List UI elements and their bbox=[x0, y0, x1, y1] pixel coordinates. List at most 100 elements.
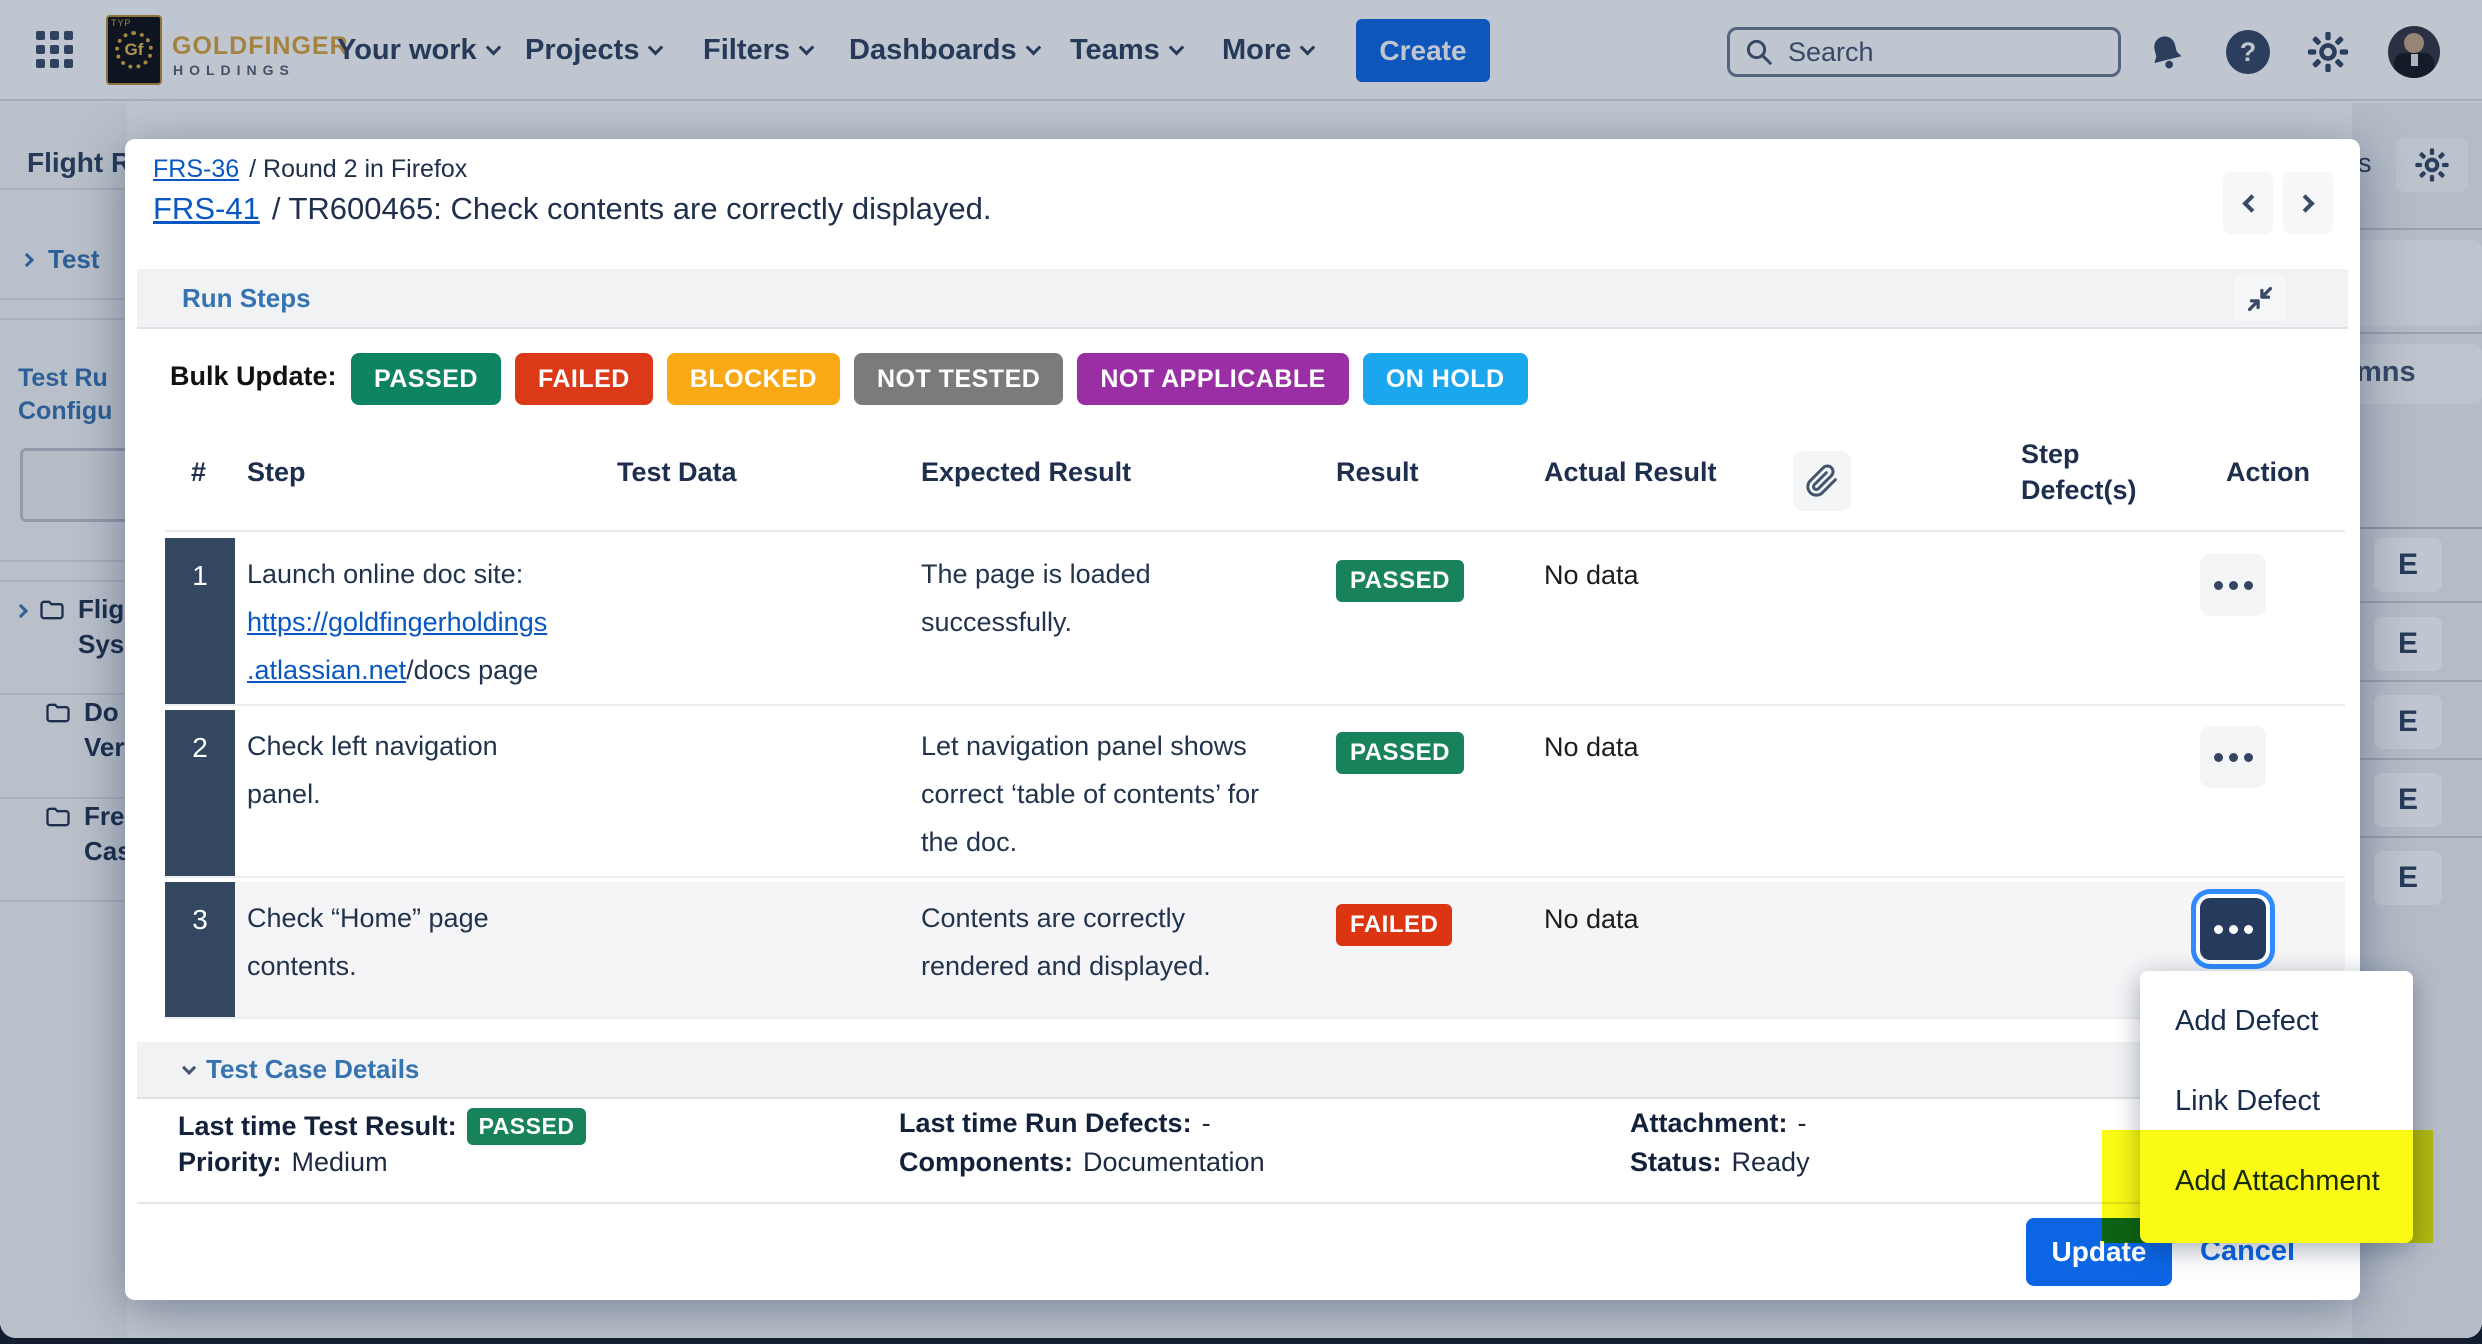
background-page-title: Flight R bbox=[27, 147, 132, 178]
run-steps-header-bar: Run Steps bbox=[137, 269, 2348, 329]
next-test-button[interactable] bbox=[2283, 172, 2333, 234]
last-result-badge: PASSED bbox=[466, 1108, 587, 1145]
user-avatar[interactable] bbox=[2388, 26, 2440, 78]
step-text: Check “Home” page contents. bbox=[247, 903, 489, 981]
nav-projects[interactable]: Projects bbox=[525, 34, 664, 67]
step-row-2: 2 Check left navigation panel. Let naviga… bbox=[165, 710, 2345, 878]
test-case-details-bar: Test Case Details bbox=[137, 1042, 2348, 1099]
bulk-on-hold-button[interactable]: ON HOLD bbox=[1362, 353, 1528, 405]
breadcrumb-link-frs36[interactable]: FRS-36 bbox=[153, 155, 240, 183]
run-defects-field: Last time Run Defects: - bbox=[899, 1108, 1211, 1138]
paperclip-icon bbox=[1806, 464, 1837, 497]
background-section-test[interactable]: Test bbox=[19, 244, 100, 275]
bulk-passed-button[interactable]: PASSED bbox=[351, 353, 501, 405]
execute-cell[interactable]: E bbox=[2374, 773, 2442, 827]
help-icon[interactable]: ? bbox=[2224, 28, 2272, 76]
company-logo[interactable]: TYP Gf bbox=[106, 15, 162, 85]
search-icon bbox=[1746, 39, 1772, 65]
attachment-field: Attachment: - bbox=[1630, 1108, 1807, 1138]
column-header-actual-result: Actual Result bbox=[1544, 457, 1717, 487]
bulk-update-buttons: PASSED FAILED BLOCKED NOT TESTED NOT APP… bbox=[351, 353, 1528, 405]
logo-title: GOLDFINGER bbox=[172, 32, 349, 60]
bulk-not-applicable-button[interactable]: NOT APPLICABLE bbox=[1077, 353, 1349, 405]
nav-dashboards[interactable]: Dashboards bbox=[849, 34, 1041, 67]
menu-item-add-attachment[interactable]: Add Attachment bbox=[2175, 1164, 2380, 1197]
menu-item-add-defect[interactable]: Add Defect bbox=[2175, 1004, 2319, 1037]
actual-result-value: No data bbox=[1544, 732, 1639, 762]
create-button[interactable]: Create bbox=[1356, 19, 1490, 82]
bulk-update-label: Bulk Update: bbox=[170, 361, 337, 391]
app-switcher-icon[interactable] bbox=[36, 31, 76, 71]
background-columns-label-fragment: mns bbox=[2356, 356, 2416, 388]
row-action-menu-button[interactable] bbox=[2200, 726, 2266, 788]
breadcrumb-link-frs41[interactable]: FRS-41 bbox=[153, 191, 260, 226]
doc-site-link[interactable]: https://goldfingerholdings bbox=[247, 607, 548, 637]
run-steps-title: Run Steps bbox=[182, 283, 311, 313]
background-panel-title: Test Ru Configu bbox=[18, 364, 113, 425]
menu-item-link-defect[interactable]: Link Defect bbox=[2175, 1084, 2321, 1117]
column-header-step-defects-2: Defect(s) bbox=[2021, 475, 2137, 505]
column-header-action: Action bbox=[2226, 457, 2310, 487]
result-badge: FAILED bbox=[1336, 904, 1453, 946]
folder-icon bbox=[46, 703, 70, 723]
nav-filters[interactable]: Filters bbox=[703, 34, 815, 67]
search-box[interactable] bbox=[1727, 27, 2121, 77]
step-text: Launch online doc site: https://goldfing… bbox=[247, 559, 548, 685]
result-badge: PASSED bbox=[1336, 732, 1464, 774]
footer-divider bbox=[137, 1202, 2348, 1204]
step-row-1: 1 Launch online doc site: https://goldfi… bbox=[165, 538, 2345, 706]
notifications-bell-icon[interactable] bbox=[2142, 28, 2190, 76]
result-badge: PASSED bbox=[1336, 560, 1464, 602]
folder-item-doc-version[interactable]: Do Ver bbox=[44, 695, 125, 765]
step-number: 3 bbox=[165, 882, 235, 1017]
chevron-left-icon bbox=[2241, 193, 2261, 213]
page-title: FRS-41 / TR600465: Check contents are co… bbox=[153, 191, 992, 226]
collapse-icon[interactable] bbox=[2234, 277, 2286, 321]
doc-site-link[interactable]: .atlassian.net bbox=[247, 655, 407, 685]
background-button-fragment bbox=[2352, 240, 2482, 326]
test-case-details-toggle[interactable]: Test Case Details bbox=[182, 1054, 419, 1085]
folder-item-free-cases[interactable]: Fre Cas bbox=[44, 799, 132, 869]
nav-your-work[interactable]: Your work bbox=[337, 34, 501, 67]
chevron-right-icon bbox=[2295, 193, 2315, 213]
nav-teams[interactable]: Teams bbox=[1070, 34, 1185, 67]
row-action-menu-button-active[interactable] bbox=[2200, 898, 2266, 960]
status-field: Status: Ready bbox=[1630, 1147, 1810, 1177]
step-number: 2 bbox=[165, 710, 235, 876]
nav-more[interactable]: More bbox=[1222, 34, 1316, 67]
execute-cell[interactable]: E bbox=[2374, 538, 2442, 592]
execute-cell[interactable]: E bbox=[2374, 617, 2442, 671]
attachment-column-header bbox=[1793, 451, 1851, 511]
test-run-modal: FRS-36 / Round 2 in Firefox FRS-41 / TR6… bbox=[125, 139, 2360, 1300]
logo-tiny-text: TYP bbox=[111, 18, 132, 28]
top-navigation-bar: TYP Gf GOLDFINGER HOLDINGS Your work Pro… bbox=[0, 0, 2482, 101]
components-field: Components: Documentation bbox=[899, 1147, 1265, 1177]
search-input[interactable] bbox=[1786, 35, 2076, 69]
last-test-result-field: Last time Test Result: PASSED bbox=[178, 1108, 587, 1145]
folder-item-flight-system[interactable]: Flig Sys bbox=[13, 592, 124, 662]
column-header-step-defects: Step bbox=[2021, 439, 2080, 469]
bulk-blocked-button[interactable]: BLOCKED bbox=[666, 353, 840, 405]
previous-test-button[interactable] bbox=[2223, 172, 2273, 234]
background-columns-button[interactable] bbox=[2342, 344, 2482, 404]
settings-gear-icon[interactable] bbox=[2304, 28, 2352, 76]
column-header-test-data: Test Data bbox=[617, 457, 737, 487]
step-number: 1 bbox=[165, 538, 235, 704]
breadcrumb: FRS-36 / Round 2 in Firefox bbox=[153, 155, 468, 183]
actual-result-value: No data bbox=[1544, 904, 1639, 934]
column-header-result: Result bbox=[1336, 457, 1419, 487]
folder-icon bbox=[40, 600, 64, 620]
execute-cell[interactable]: E bbox=[2374, 851, 2442, 905]
execute-cell[interactable]: E bbox=[2374, 695, 2442, 749]
background-settings-button[interactable] bbox=[2396, 138, 2468, 192]
actual-result-value: No data bbox=[1544, 560, 1639, 590]
background-text-fragment: s bbox=[2358, 148, 2372, 178]
bulk-not-tested-button[interactable]: NOT TESTED bbox=[853, 353, 1064, 405]
column-header-num: # bbox=[191, 457, 207, 487]
expected-result-text: Contents are correctly rendered and displ… bbox=[921, 903, 1211, 981]
step-text: Check left navigation panel. bbox=[247, 731, 498, 809]
logo-emblem-icon: Gf bbox=[115, 31, 153, 69]
row-action-menu-button[interactable] bbox=[2200, 554, 2266, 616]
logo-subtitle: HOLDINGS bbox=[173, 62, 295, 78]
bulk-failed-button[interactable]: FAILED bbox=[514, 353, 653, 405]
